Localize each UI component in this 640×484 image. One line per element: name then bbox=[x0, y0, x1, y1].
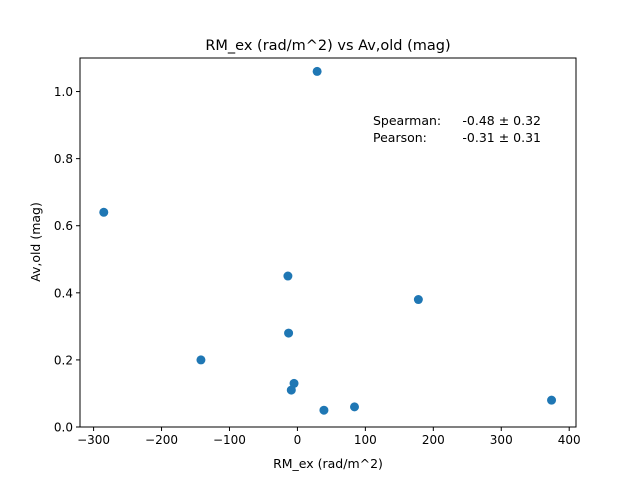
x-tick-label: 200 bbox=[422, 433, 445, 447]
data-point bbox=[99, 207, 109, 217]
y-tick-label: 0.0 bbox=[54, 421, 73, 435]
y-axis: 0.0 0.2 0.4 0.6 0.8 1.0 bbox=[54, 85, 80, 435]
y-tick-label: 1.0 bbox=[54, 85, 73, 99]
spearman-value: -0.48 ± 0.32 bbox=[462, 113, 541, 128]
x-tick-label: 300 bbox=[490, 433, 513, 447]
x-tick-label: −100 bbox=[213, 433, 246, 447]
plot-frame bbox=[79, 57, 577, 428]
data-points bbox=[99, 66, 557, 415]
chart-title: RM_ex (rad/m^2) vs Av,old (mag) bbox=[205, 38, 450, 54]
spearman-label: Spearman: bbox=[373, 113, 441, 128]
data-point bbox=[283, 271, 293, 281]
data-point bbox=[284, 328, 294, 338]
data-point bbox=[196, 355, 206, 365]
x-tick-label: 0 bbox=[294, 433, 302, 447]
x-tick-label: −300 bbox=[77, 433, 110, 447]
pearson-value: -0.31 ± 0.31 bbox=[462, 130, 541, 145]
y-tick-label: 0.2 bbox=[54, 353, 73, 367]
y-tick-label: 0.6 bbox=[54, 219, 73, 233]
data-point bbox=[547, 395, 557, 405]
data-point bbox=[413, 295, 423, 305]
data-point bbox=[312, 66, 322, 76]
y-tick-label: 0.8 bbox=[54, 152, 73, 166]
data-point bbox=[286, 385, 296, 395]
y-tick-label: 0.4 bbox=[54, 286, 73, 300]
data-point bbox=[349, 402, 359, 412]
x-axis: −300 −200 −100 0 100 200 300 400 bbox=[77, 427, 581, 447]
x-axis-label: RM_ex (rad/m^2) bbox=[273, 456, 383, 471]
data-point bbox=[319, 405, 329, 415]
x-tick-label: −200 bbox=[145, 433, 178, 447]
x-tick-label: 400 bbox=[558, 433, 581, 447]
y-axis-label: Av,old (mag) bbox=[28, 202, 43, 282]
x-tick-label: 100 bbox=[354, 433, 377, 447]
pearson-label: Pearson: bbox=[373, 130, 427, 145]
